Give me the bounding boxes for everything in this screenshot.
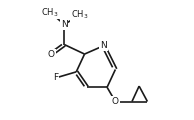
Text: F: F [54,73,59,82]
Text: CH$_3$: CH$_3$ [71,9,89,21]
Text: CH$_3$: CH$_3$ [41,6,59,19]
Text: O: O [112,97,119,106]
Text: N: N [100,41,107,50]
Text: N: N [61,20,68,29]
Text: O: O [48,50,55,59]
